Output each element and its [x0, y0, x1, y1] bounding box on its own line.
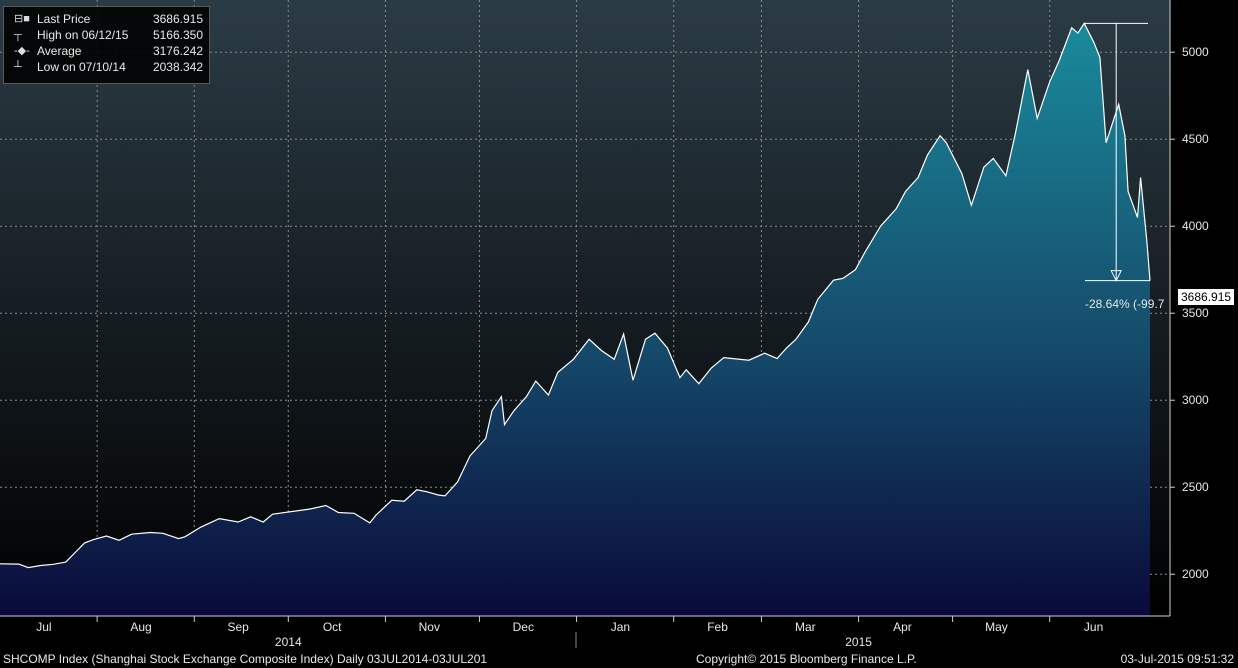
legend-label: Last Price	[37, 12, 91, 26]
y-tick-label: 2500	[1182, 480, 1209, 494]
x-month-label: Dec	[513, 620, 534, 634]
y-tick-label: 5000	[1182, 45, 1209, 59]
footer-timestamp: 03-Jul-2015 09:51:32	[1120, 652, 1234, 666]
legend-label: Average	[37, 44, 82, 58]
x-year-label: 2015	[845, 635, 872, 649]
legend-label: Low on 07/10/14	[37, 60, 126, 74]
x-month-label: Jul	[36, 620, 51, 634]
drawdown-change-label: -28.64% (-99.7	[1085, 297, 1165, 311]
footer-copyright: Copyright© 2015 Bloomberg Finance L.P.	[696, 652, 917, 666]
high-marker-icon: ┬	[14, 29, 22, 41]
y-axis-ticks: 2000 2500 3000 3500 4000 4500 5000	[1170, 45, 1209, 581]
y-tick-label: 3500	[1182, 306, 1209, 320]
drawdown-annotation	[1084, 22, 1150, 282]
last-price-tag: 3686.915	[1178, 289, 1235, 305]
x-month-label: Mar	[795, 620, 816, 634]
legend: ⊟■ Last Price 3686.915 ┬ High on 06/12/1…	[3, 6, 210, 84]
x-month-label: Jun	[1084, 620, 1103, 634]
y-tick-label: 3000	[1182, 393, 1209, 407]
x-axis-ticks: Jul Aug Sep Oct Nov Dec Jan Feb Mar Apr May Jun 2014…	[36, 616, 1103, 649]
legend-item-high[interactable]: ┬ High on 06/12/15 5166.350	[4, 27, 209, 43]
price-area	[0, 23, 1150, 617]
x-month-label: May	[985, 620, 1008, 634]
legend-item-last-price[interactable]: ⊟■ Last Price 3686.915	[4, 11, 209, 27]
legend-item-low[interactable]: ┴ Low on 07/10/14 2038.342	[4, 59, 209, 75]
footer-security-description: SHCOMP Index (Shanghai Stock Exchange Co…	[3, 652, 488, 666]
x-month-label: Aug	[130, 620, 151, 634]
x-month-label: Apr	[893, 620, 912, 634]
x-year-label: 2014	[275, 635, 302, 649]
legend-item-average[interactable]: -◆- Average 3176.242	[4, 43, 209, 59]
x-month-label: Jan	[611, 620, 630, 634]
x-month-label: Oct	[323, 620, 342, 634]
x-month-label: Nov	[419, 620, 440, 634]
legend-label: High on 06/12/15	[37, 28, 129, 42]
x-month-label: Feb	[707, 620, 728, 634]
legend-value: 2038.342	[152, 60, 203, 74]
legend-value: 3686.915	[152, 12, 203, 26]
legend-marker-icon: ⊟■	[14, 13, 30, 25]
price-line	[0, 22, 1151, 569]
x-month-label: Sep	[227, 620, 249, 634]
y-tick-label: 4000	[1182, 219, 1209, 233]
legend-value: 5166.350	[152, 28, 203, 42]
drawdown-arrowhead	[1110, 270, 1123, 282]
average-marker-icon: -◆-	[14, 45, 30, 57]
y-tick-label: 4500	[1182, 132, 1209, 146]
y-tick-label: 2000	[1182, 567, 1209, 581]
low-marker-icon: ┴	[14, 61, 22, 73]
legend-value: 3176.242	[152, 44, 203, 58]
